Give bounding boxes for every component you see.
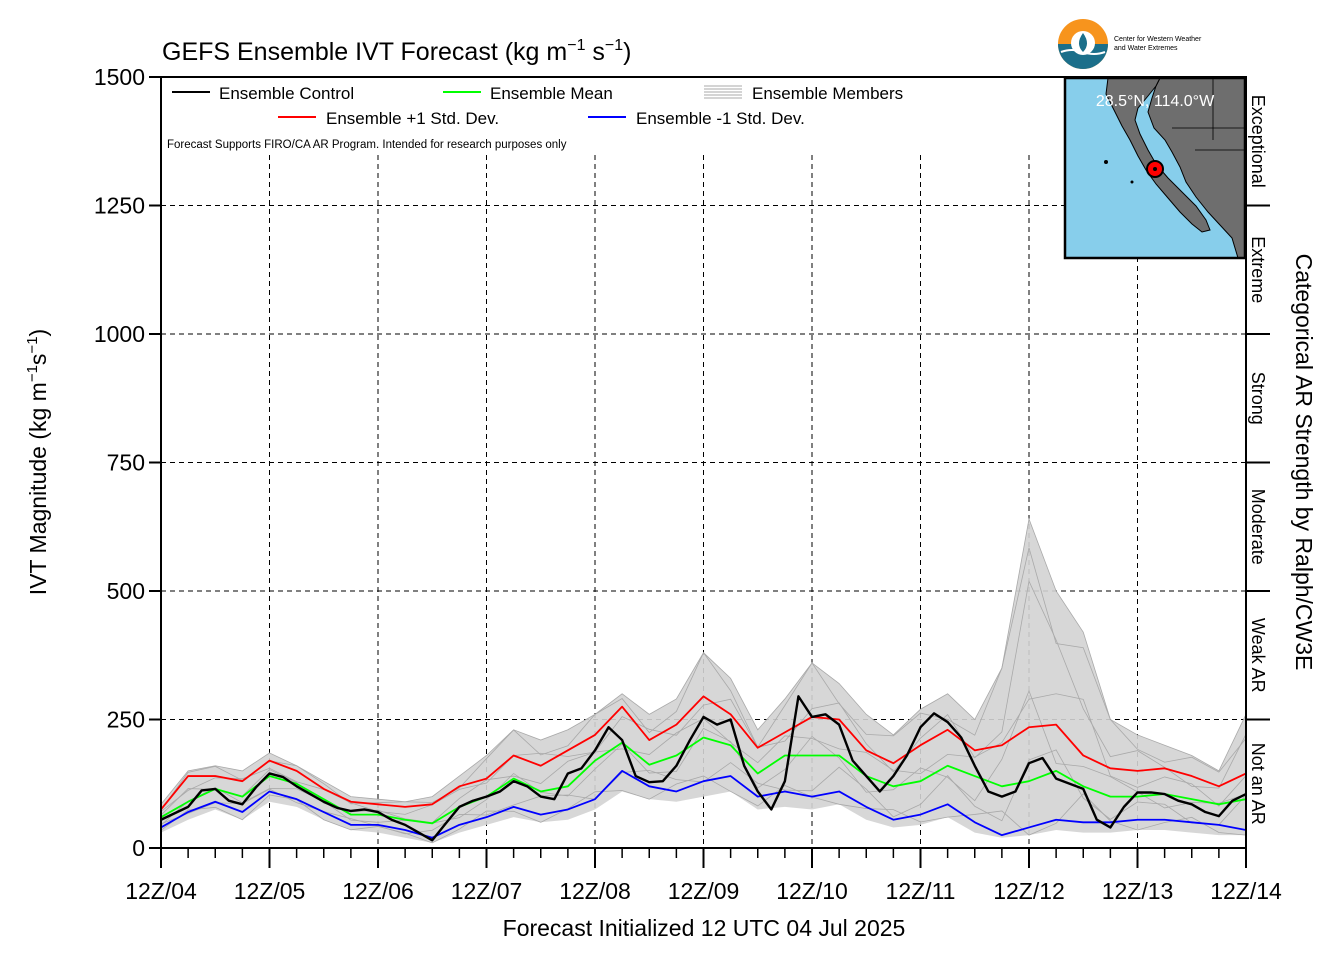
map-baja-peninsula <box>1105 77 1211 233</box>
axes: 0 250 500 750 1000 1250 1500 12Z/04 12Z/05 12Z/06… <box>94 64 1282 904</box>
ensemble-member-max-line <box>161 517 1246 805</box>
ar-category-label: Extreme <box>1248 236 1268 303</box>
legend-members-swatch <box>704 85 742 99</box>
y-tick-label: 1000 <box>94 321 145 347</box>
ar-category-label: Weak AR <box>1248 618 1268 693</box>
y-axis-label: IVT Magnitude (kg m−1s−1) <box>24 329 51 595</box>
ar-category-label: Strong <box>1248 372 1268 425</box>
location-marker-center-icon <box>1153 167 1157 171</box>
x-tick-label: 12Z/07 <box>451 878 523 904</box>
ar-category-label: Moderate <box>1248 489 1268 565</box>
ensemble-1-std-dev-line <box>161 695 1246 811</box>
x-tick-label: 12Z/10 <box>776 878 848 904</box>
map-island <box>1104 160 1108 164</box>
map-location-label: 28.5°N, 114.0°W <box>1096 93 1215 110</box>
ar-category-label: Not an AR <box>1248 743 1268 825</box>
legend-plus-std-label: Ensemble +1 Std. Dev. <box>326 109 499 128</box>
ar-strength-axis-label: Categorical AR Strength by Ralph/CW3E <box>1291 254 1317 671</box>
x-tick-label: 12Z/08 <box>559 878 631 904</box>
logo-drop-icon <box>1079 33 1087 52</box>
data-series-layer <box>161 517 1246 844</box>
x-tick-label: 12Z/14 <box>1210 878 1282 904</box>
logo-text-line2: and Water Extremes <box>1114 45 1178 52</box>
x-tick-label: 12Z/04 <box>125 878 197 904</box>
y-tick-label: 0 <box>132 835 145 861</box>
chart-title: GEFS Ensemble IVT Forecast (kg m−1 s−1) <box>162 37 632 66</box>
y-tick-label: 500 <box>107 578 145 604</box>
x-axis-label: Forecast Initialized 12 UTC 04 Jul 2025 <box>503 915 906 941</box>
ensemble-member-line <box>161 775 1246 844</box>
logo-text-line1: Center for Western Weather <box>1114 36 1202 43</box>
ensemble-control-line <box>161 695 1246 842</box>
location-inset-map: 28.5°N, 114.0°W <box>1063 76 1247 260</box>
y-tick-label: 250 <box>107 707 145 733</box>
map-frame <box>1063 76 1247 260</box>
x-tick-label: 12Z/11 <box>886 878 956 904</box>
x-tick-label: 12Z/05 <box>234 878 306 904</box>
x-tick-label: 12Z/13 <box>1102 878 1174 904</box>
legend: Ensemble Control Ensemble Mean Ensemble … <box>167 84 903 151</box>
y-tick-label: 1250 <box>94 193 145 219</box>
x-tick-label: 12Z/12 <box>993 878 1065 904</box>
y-tick-label: 750 <box>107 450 145 476</box>
legend-members-label: Ensemble Members <box>752 84 903 103</box>
ensemble-1-std-dev-line <box>161 770 1246 839</box>
map-borders <box>1172 78 1245 151</box>
x-tick-label: 12Z/06 <box>342 878 414 904</box>
research-disclaimer-note: Forecast Supports FIRO/CA AR Program. In… <box>167 139 567 151</box>
legend-mean-label: Ensemble Mean <box>490 84 613 103</box>
cw3e-logo: Center for Western Weather and Water Ext… <box>1058 19 1202 69</box>
ensemble-member-line <box>161 689 1246 826</box>
ar-category-label: Exceptional <box>1248 95 1268 188</box>
y-tick-label: 1500 <box>94 64 145 90</box>
legend-control-label: Ensemble Control <box>219 84 354 103</box>
ensemble-members-envelope <box>161 519 1246 843</box>
legend-minus-std-label: Ensemble -1 Std. Dev. <box>636 109 805 128</box>
x-tick-label: 12Z/09 <box>668 878 740 904</box>
map-island <box>1130 180 1134 184</box>
